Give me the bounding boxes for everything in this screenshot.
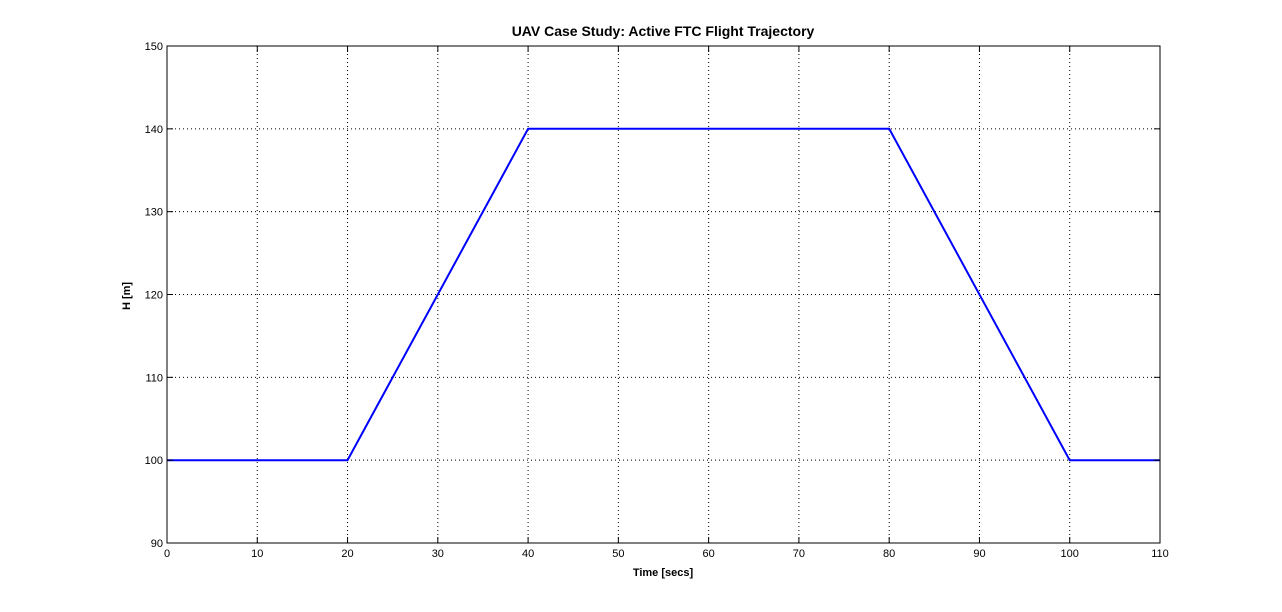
- y-axis-label: H [m]: [121, 282, 133, 310]
- x-tick-label: 80: [883, 548, 895, 560]
- x-tick-label: 30: [432, 548, 444, 560]
- x-tick-label: 40: [522, 548, 534, 560]
- x-axis-label: Time [secs]: [633, 567, 694, 579]
- series-layer: [167, 127, 1160, 462]
- x-tick-label: 100: [1061, 548, 1079, 560]
- chart-title: UAV Case Study: Active FTC Flight Trajec…: [512, 23, 815, 39]
- x-tick-label: 0: [164, 548, 170, 560]
- x-tick-label: 50: [612, 548, 624, 560]
- y-tick-label: 140: [145, 124, 163, 136]
- series-line: [167, 127, 1160, 462]
- y-tick-label: 100: [145, 455, 163, 467]
- y-tick-label: 130: [145, 207, 163, 219]
- x-tick-label: 60: [703, 548, 715, 560]
- x-tick-label: 20: [341, 548, 353, 560]
- y-tick-label: 150: [145, 41, 163, 53]
- y-tick-label: 90: [151, 538, 163, 550]
- y-tick-label: 120: [145, 290, 163, 302]
- axis-ticks: [166, 45, 1161, 544]
- tick-labels: 0 10 20 30 40 50 60 70 80 90 100 110 90 100 110 120 130 1…: [145, 41, 1169, 560]
- x-tick-label: 90: [973, 548, 985, 560]
- x-tick-label: 110: [1151, 548, 1169, 560]
- x-tick-label: 10: [251, 548, 263, 560]
- x-tick-label: 70: [793, 548, 805, 560]
- y-tick-label: 110: [145, 372, 163, 384]
